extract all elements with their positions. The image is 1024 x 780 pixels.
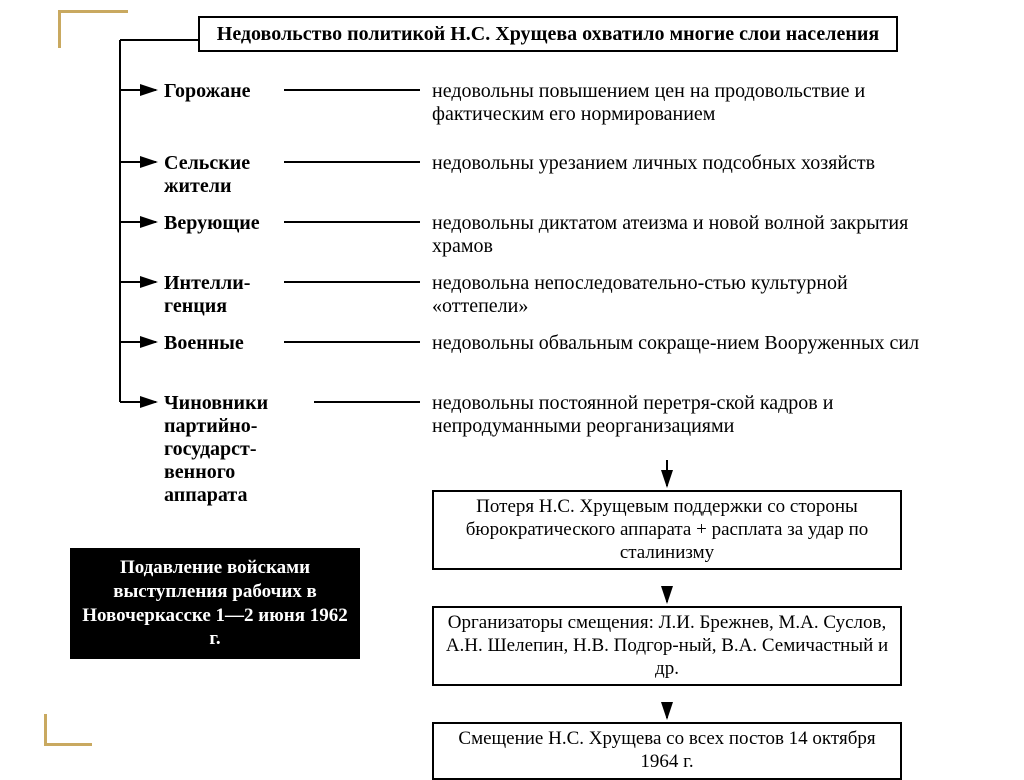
group-desc-1: недовольны урезанием личных подсобных хо…	[432, 152, 922, 175]
group-desc-5: недовольны постоянной перетря-ской кадро…	[432, 392, 922, 438]
group-label-text: Военные	[164, 332, 244, 354]
group-label-1: Сельские жители	[164, 152, 304, 198]
group-label-2: Верующие	[164, 212, 304, 235]
result-box-2: Организаторы смещения: Л.И. Брежнев, М.А…	[432, 606, 902, 686]
group-label-text: Сельские жители	[164, 152, 250, 197]
group-label-0: Горожане	[164, 80, 304, 103]
result-box-1-text: Потеря Н.С. Хрущевым поддержки со сторон…	[466, 496, 869, 563]
group-desc-text: недовольны постоянной перетря-ской кадро…	[432, 392, 833, 437]
group-desc-text: недовольны диктатом атеизма и новой волн…	[432, 212, 908, 257]
result-box-3-text: Смещение Н.С. Хрущева со всех постов 14 …	[458, 728, 875, 772]
group-label-text: Горожане	[164, 80, 251, 102]
group-label-text: Интелли-генция	[164, 272, 250, 317]
group-label-5: Чиновники партийно-государст-венного апп…	[164, 392, 304, 507]
result-box-2-text: Организаторы смещения: Л.И. Брежнев, М.А…	[446, 612, 888, 679]
group-desc-text: недовольны урезанием личных подсобных хо…	[432, 152, 875, 174]
group-label-text: Верующие	[164, 212, 260, 234]
group-desc-text: недовольны обвальным сокраще-нием Вооруж…	[432, 332, 919, 354]
black-callout-text: Подавление войсками выступления рабочих …	[82, 557, 348, 649]
group-desc-0: недовольны повышением цен на продовольст…	[432, 80, 922, 126]
black-callout-box: Подавление войсками выступления рабочих …	[70, 548, 360, 659]
result-box-3: Смещение Н.С. Хрущева со всех постов 14 …	[432, 722, 902, 780]
result-box-1: Потеря Н.С. Хрущевым поддержки со сторон…	[432, 490, 902, 570]
group-desc-text: недовольны повышением цен на продовольст…	[432, 80, 865, 125]
group-desc-4: недовольны обвальным сокраще-нием Вооруж…	[432, 332, 922, 355]
group-label-3: Интелли-генция	[164, 272, 304, 318]
title-text: Недовольство политикой Н.С. Хрущева охва…	[217, 23, 879, 45]
group-desc-2: недовольны диктатом атеизма и новой волн…	[432, 212, 922, 258]
group-label-text: Чиновники партийно-государст-венного апп…	[164, 392, 268, 506]
group-label-4: Военные	[164, 332, 304, 355]
group-desc-text: недовольна непоследовательно-стью культу…	[432, 272, 848, 317]
decorative-corner-bl	[44, 714, 92, 746]
group-desc-3: недовольна непоследовательно-стью культу…	[432, 272, 922, 318]
decorative-corner-tl	[58, 10, 128, 48]
title-box: Недовольство политикой Н.С. Хрущева охва…	[198, 16, 898, 52]
